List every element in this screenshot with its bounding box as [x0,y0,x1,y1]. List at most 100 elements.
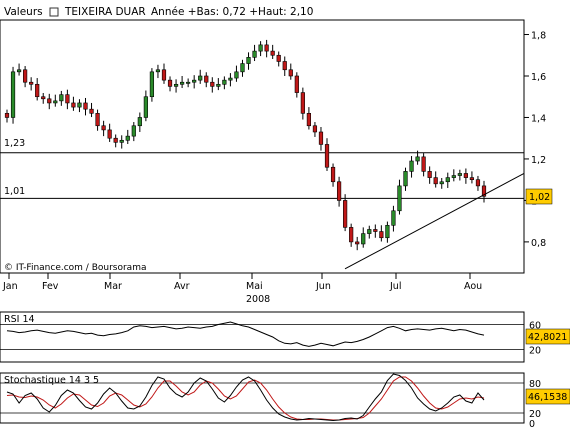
candle-down [35,83,40,98]
support-trendline [344,173,525,270]
candle-down [355,241,360,245]
candle-down [83,102,88,110]
candle-up [439,181,444,185]
stochastic-k-line [6,373,485,422]
candle-down [113,137,118,143]
year-label: 2008 [246,294,270,305]
x-tick-label: Jun [315,281,331,292]
candle-down [4,113,10,118]
candle-up [240,63,245,73]
candle-down [161,69,167,81]
candle-down [469,177,475,180]
candle-up [216,83,221,87]
candle-down [481,185,487,197]
candle-down [306,113,311,127]
y-tick-label: 0,8 [531,238,546,249]
stochastic-last-value: 46,1538 [528,392,567,403]
candle-down [89,108,94,114]
candle-down [318,131,324,145]
candle-down [276,54,281,62]
security-name: TEIXEIRA DUAR [64,6,146,18]
candle-down [107,129,112,139]
candle-up [445,177,450,183]
candle-up [59,94,64,102]
candle-up [131,125,136,137]
rsi-y-tick-label: 20 [529,346,541,357]
candle-down [204,75,209,83]
candle-down [264,44,269,52]
candle-up [391,210,396,226]
y-tick-label: 1,8 [531,31,546,42]
candle-up [234,71,239,79]
candle-up [53,100,58,104]
candle-up [451,175,456,178]
x-axis: Jan Fev Mar Avr Mai Jun Jul Aou [2,273,482,292]
candle-up [252,50,257,58]
candle-down [336,181,342,201]
rsi-line [6,321,485,347]
candle-up [155,69,161,73]
rsi-title: RSI 14 [4,314,35,325]
year-stats: Année +Bas: 0,72 +Haut: 2,10 [151,6,313,18]
last-price-value: 1,02 [529,192,550,203]
candle-down [343,200,348,228]
candle-down [47,98,52,104]
candle-up [361,233,366,245]
x-tick-label: Mai [246,281,263,292]
stochastic-y-tick-label: 80 [529,379,541,390]
candle-down [475,179,481,187]
candle-up [143,96,148,118]
candle-down [41,96,46,100]
candle-up [403,171,408,187]
candle-up [367,229,372,234]
candle-down [324,144,330,168]
candle-down [29,81,34,85]
candle-up [228,77,233,81]
candle-up [246,57,251,64]
y-tick-label: 1,2 [531,155,546,166]
candle-down [379,231,384,239]
candle-down [421,156,426,172]
x-tick-label: Jul [389,281,401,292]
y-tick-label: 1,6 [531,72,546,83]
candle-down [95,113,100,127]
candle-up [137,117,142,127]
hline-label-high: 1,23 [4,138,25,149]
candle-up [258,44,263,52]
last-price-badge [525,188,553,205]
hline-label-low: 1,01 [4,186,25,197]
candle-down [210,81,215,87]
candle-up [149,71,155,98]
candle-down [167,79,173,87]
stochastic-y-tick-label: 20 [529,409,541,420]
candle-up [457,173,462,176]
candle-up [180,81,185,85]
candle-down [294,75,299,93]
x-tick-label: Avr [174,281,190,292]
legend-square-icon [49,7,59,17]
x-tick-label: Aou [464,281,482,292]
candle-down [71,102,76,108]
candle-down [101,125,106,131]
candle-up [77,102,82,108]
candle-down [288,69,293,77]
x-tick-label: Fev [42,281,59,292]
candle-down [433,177,438,185]
candle-down [23,69,28,83]
stochastic-panel: Stochastique 14 3 5 80 200 46,1538 [0,372,570,430]
candle-down [349,227,354,243]
candle-up [125,135,130,141]
candle-down [300,92,305,114]
candle-down [312,125,318,133]
candle-up [222,79,227,85]
candle-up [16,69,22,73]
candle-up [415,156,420,162]
period-label: Valeurs [4,6,43,18]
rsi-panel-frame [0,311,525,363]
candle-up [10,71,16,118]
candle-up [119,139,124,143]
price-panel: 1,23 1,01 © IT-Finance.com / Boursorama … [0,19,553,274]
candle-up [198,75,203,81]
